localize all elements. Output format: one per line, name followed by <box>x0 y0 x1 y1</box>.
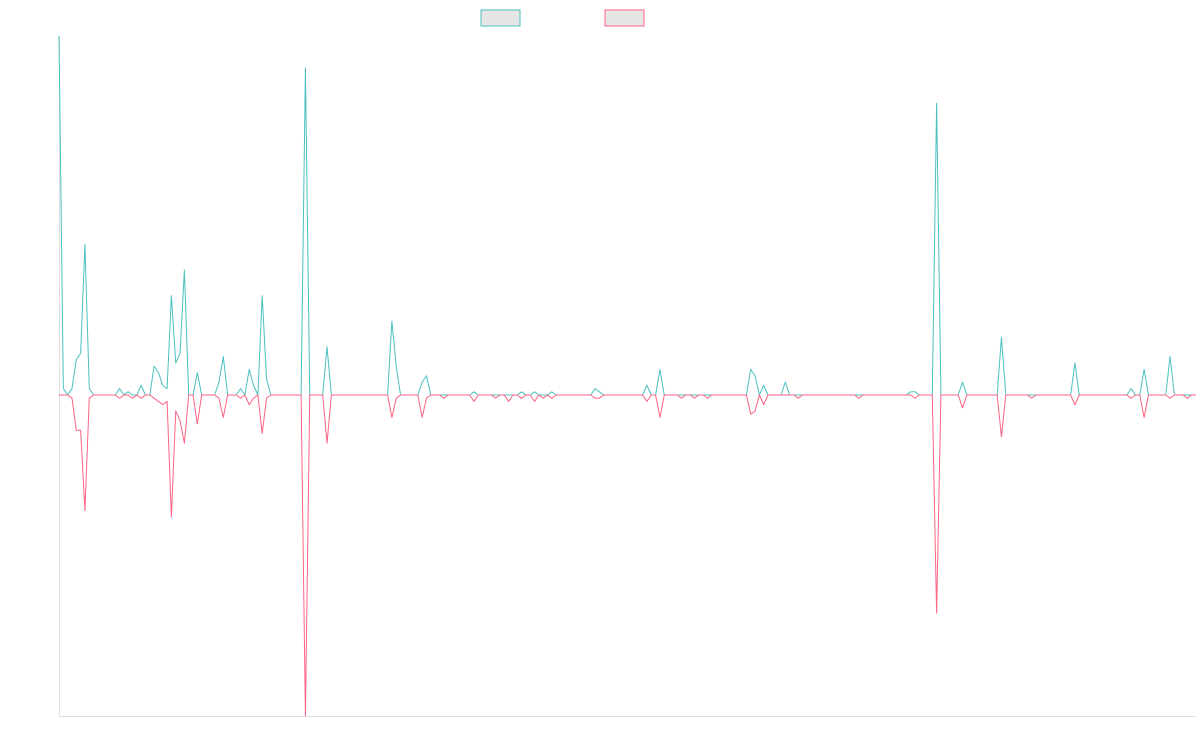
legend <box>480 9 645 27</box>
legend-swatch-1[interactable] <box>480 9 521 27</box>
series-line-2 <box>59 394 1196 717</box>
series-line-1 <box>58 35 1196 396</box>
series-group <box>58 35 1196 717</box>
legend-swatch-2[interactable] <box>604 9 645 27</box>
